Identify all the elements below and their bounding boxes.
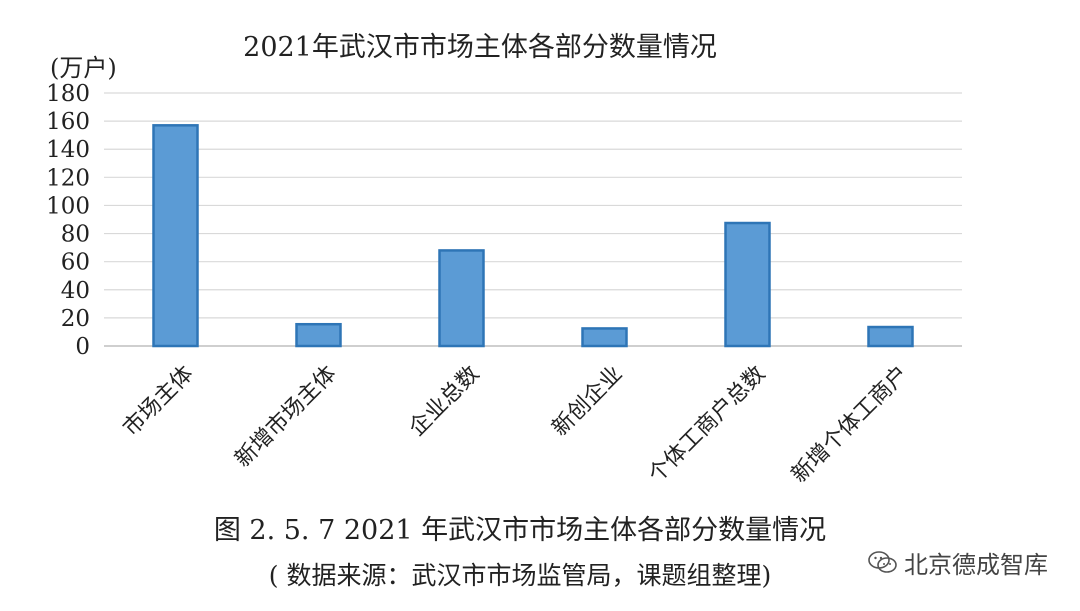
y-tick-label: 180 <box>46 81 90 107</box>
x-axis-labels: 市场主体 新增市场主体 企业总数 新创企业 个体工商户总数 新增个体工商户 <box>119 361 914 488</box>
y-tick-label: 20 <box>61 306 90 332</box>
bar <box>867 325 914 348</box>
y-tick-label: 100 <box>46 193 90 219</box>
x-tick-label: 市场主体 <box>119 361 199 441</box>
watermark-text: 北京德成智库 <box>904 551 1048 579</box>
x-tick-label: 企业总数 <box>405 361 485 441</box>
gridlines <box>104 92 962 347</box>
x-tick-label: 个体工商户总数 <box>644 361 771 488</box>
y-tick-label: 0 <box>75 334 90 360</box>
bar <box>295 322 342 348</box>
y-tick-label: 160 <box>46 109 90 135</box>
chart-title: 2021年武汉市市场主体各部分数量情况 <box>243 32 717 63</box>
bar <box>152 124 199 348</box>
bar <box>581 327 628 348</box>
bar <box>438 249 485 348</box>
bars <box>152 124 914 348</box>
x-tick-label: 新增个体工商户 <box>787 361 914 488</box>
x-tick-label: 新创企业 <box>548 361 628 441</box>
figure-caption: 图 2. 5. 7 2021 年武汉市市场主体各部分数量情况 <box>213 515 827 546</box>
y-tick-label: 120 <box>46 165 90 191</box>
x-tick-label: 新增市场主体 <box>230 361 341 472</box>
wechat-icon <box>868 550 897 573</box>
watermark: 北京德成智库 <box>868 545 1048 580</box>
y-tick-label: 80 <box>61 222 90 248</box>
figure-source: ( 数据来源：武汉市市场监管局，课题组整理) <box>268 561 772 590</box>
y-axis-unit-label: (万户) <box>50 54 117 82</box>
y-tick-label: 40 <box>61 278 90 304</box>
y-tick-label: 60 <box>61 250 90 276</box>
bar <box>724 221 771 348</box>
y-tick-label: 140 <box>46 137 90 163</box>
